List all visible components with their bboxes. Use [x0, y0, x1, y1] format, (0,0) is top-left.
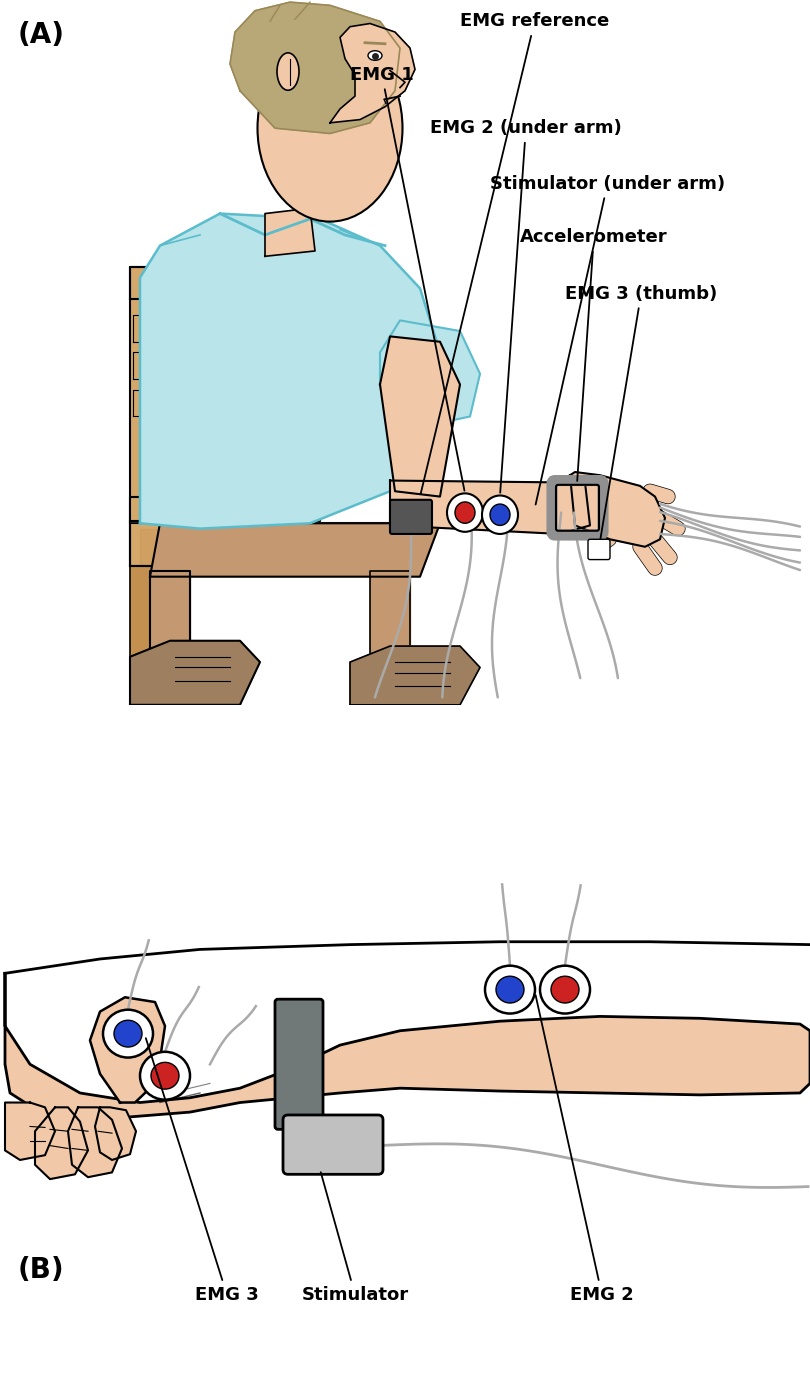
- FancyBboxPatch shape: [390, 500, 432, 533]
- FancyBboxPatch shape: [275, 999, 323, 1129]
- Ellipse shape: [277, 53, 299, 90]
- Ellipse shape: [368, 51, 382, 61]
- Circle shape: [151, 1063, 179, 1089]
- FancyBboxPatch shape: [283, 1115, 383, 1175]
- Text: Stimulator: Stimulator: [301, 1172, 408, 1303]
- Polygon shape: [265, 209, 315, 256]
- Circle shape: [551, 976, 579, 1003]
- Polygon shape: [390, 481, 590, 533]
- Polygon shape: [330, 23, 415, 123]
- Polygon shape: [130, 496, 320, 521]
- Circle shape: [455, 502, 475, 524]
- Polygon shape: [133, 352, 157, 379]
- Text: (B): (B): [18, 1256, 65, 1284]
- Polygon shape: [155, 567, 180, 684]
- Polygon shape: [133, 315, 157, 341]
- Circle shape: [114, 1020, 142, 1048]
- Text: EMG reference: EMG reference: [420, 12, 609, 493]
- Polygon shape: [140, 529, 410, 567]
- Text: (A): (A): [18, 21, 65, 50]
- Text: EMG 3 (thumb): EMG 3 (thumb): [565, 285, 717, 539]
- Polygon shape: [35, 1107, 88, 1179]
- Polygon shape: [380, 336, 460, 496]
- Polygon shape: [130, 267, 200, 299]
- Polygon shape: [95, 1107, 136, 1159]
- Polygon shape: [350, 647, 480, 705]
- Polygon shape: [130, 567, 155, 684]
- Circle shape: [485, 966, 535, 1013]
- Circle shape: [447, 493, 483, 532]
- Text: Accelerometer: Accelerometer: [520, 228, 667, 481]
- Polygon shape: [150, 571, 190, 684]
- Circle shape: [482, 496, 518, 533]
- Polygon shape: [570, 473, 665, 547]
- Circle shape: [103, 1010, 153, 1057]
- Polygon shape: [5, 973, 810, 1122]
- Polygon shape: [130, 267, 160, 567]
- Polygon shape: [130, 641, 260, 705]
- Ellipse shape: [258, 35, 403, 221]
- Polygon shape: [133, 390, 157, 416]
- Polygon shape: [230, 3, 400, 134]
- Polygon shape: [380, 321, 480, 427]
- Polygon shape: [130, 524, 420, 567]
- Polygon shape: [90, 998, 165, 1103]
- Text: EMG 2: EMG 2: [535, 995, 633, 1303]
- Circle shape: [496, 976, 524, 1003]
- Polygon shape: [5, 1103, 55, 1159]
- Polygon shape: [375, 567, 400, 684]
- Text: Stimulator (under arm): Stimulator (under arm): [490, 174, 725, 504]
- Circle shape: [140, 1052, 190, 1100]
- Polygon shape: [370, 571, 410, 684]
- Polygon shape: [140, 214, 440, 529]
- Circle shape: [540, 966, 590, 1013]
- Polygon shape: [68, 1107, 122, 1177]
- Circle shape: [490, 504, 510, 525]
- Text: EMG 1: EMG 1: [350, 66, 464, 491]
- Text: EMG 3: EMG 3: [146, 1038, 258, 1303]
- Polygon shape: [150, 524, 440, 576]
- FancyBboxPatch shape: [588, 539, 610, 560]
- Text: EMG 2 (under arm): EMG 2 (under arm): [430, 119, 622, 493]
